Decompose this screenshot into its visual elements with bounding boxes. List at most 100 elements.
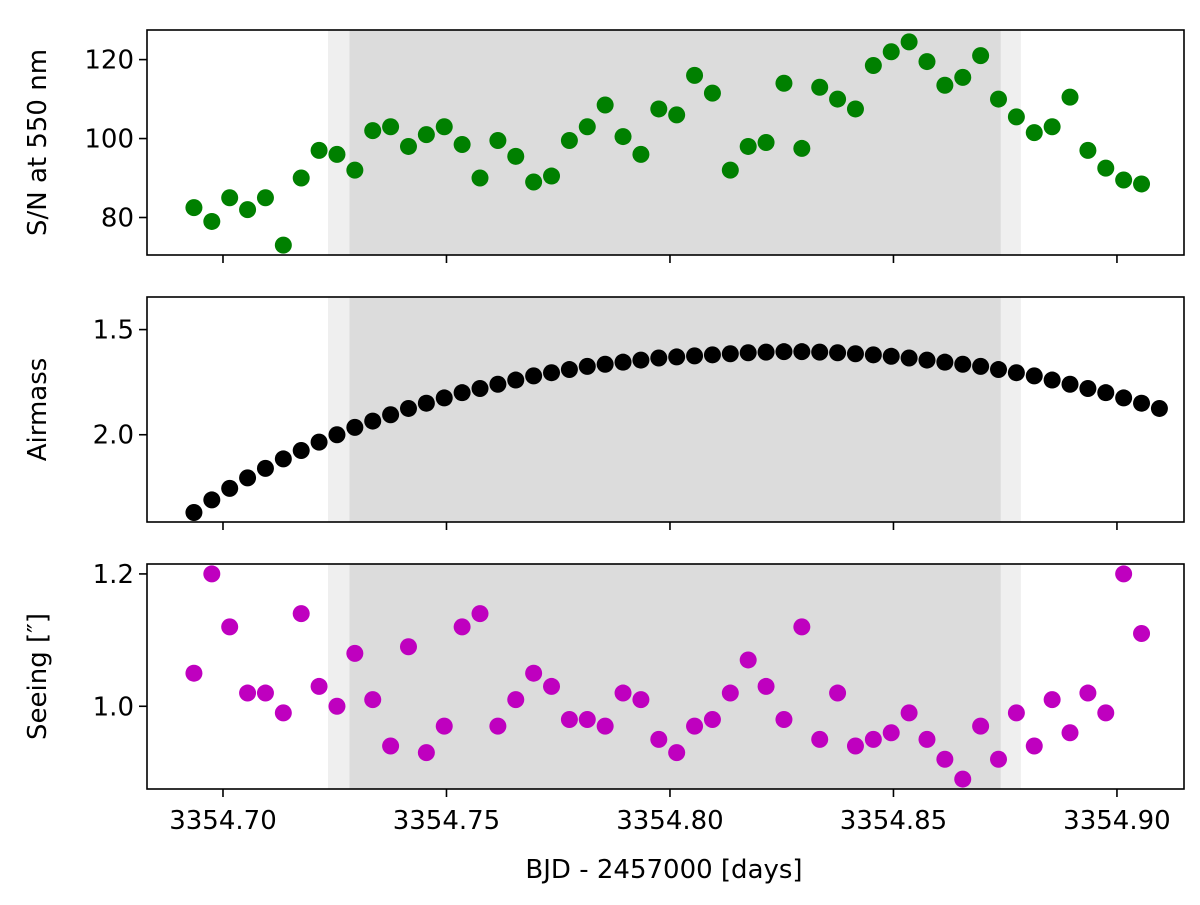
data-point — [185, 664, 203, 682]
data-point — [829, 90, 847, 108]
data-point — [310, 433, 328, 451]
data-point — [346, 418, 364, 436]
data-point — [900, 704, 918, 722]
data-point — [972, 47, 990, 65]
data-point — [793, 618, 811, 636]
data-point — [757, 343, 775, 361]
data-point — [686, 347, 704, 365]
data-point — [435, 118, 453, 136]
axes-frame — [146, 29, 1185, 256]
data-point — [882, 347, 900, 365]
data-point — [614, 128, 632, 146]
data-point — [1061, 724, 1079, 742]
data-point — [382, 406, 400, 424]
data-point — [417, 394, 435, 412]
x-tick-label: 3354.80 — [616, 806, 724, 836]
y-tick-label: 1.2 — [93, 560, 134, 590]
data-point — [900, 349, 918, 367]
y-axis-label: Airmass — [23, 358, 53, 462]
data-point — [739, 137, 757, 155]
data-point — [346, 161, 364, 179]
data-point — [417, 744, 435, 762]
data-point — [686, 717, 704, 735]
data-point — [829, 684, 847, 702]
data-point — [954, 68, 972, 86]
data-point — [596, 355, 614, 373]
data-point — [221, 618, 239, 636]
data-point — [489, 375, 507, 393]
data-point — [721, 345, 739, 363]
data-point — [507, 371, 525, 389]
data-point — [1133, 394, 1151, 412]
data-point — [292, 605, 310, 623]
data-point — [578, 118, 596, 136]
data-point — [382, 118, 400, 136]
data-point — [239, 469, 257, 487]
data-point — [346, 644, 364, 662]
data-point — [596, 717, 614, 735]
data-point — [274, 450, 292, 468]
data-point — [364, 122, 382, 140]
data-point — [525, 367, 543, 385]
data-point — [239, 201, 257, 219]
data-point — [471, 379, 489, 397]
data-point — [793, 139, 811, 157]
data-point — [846, 100, 864, 118]
data-point — [507, 691, 525, 709]
data-point — [543, 677, 561, 695]
y-tick-label: 2.0 — [93, 421, 134, 451]
panels-layer: 80 100 120 S/N at 550 nm 1.5 2.0 Airmass 1.0 1.2… — [23, 29, 1185, 836]
data-point — [668, 106, 686, 124]
data-point — [1115, 171, 1133, 189]
data-point — [775, 343, 793, 361]
data-point — [471, 605, 489, 623]
data-point — [185, 504, 203, 522]
data-point — [1007, 364, 1025, 382]
axes-frame — [146, 296, 1185, 523]
data-point — [703, 84, 721, 102]
data-point — [203, 212, 221, 230]
data-point — [239, 684, 257, 702]
data-point — [292, 442, 310, 460]
data-point — [256, 459, 274, 477]
data-point — [936, 353, 954, 371]
data-point — [882, 724, 900, 742]
data-point — [1007, 108, 1025, 126]
shaded-region-2 — [349, 30, 1001, 255]
data-point — [328, 697, 346, 715]
data-point — [489, 132, 507, 150]
data-point — [399, 638, 417, 656]
data-point — [739, 651, 757, 669]
y-tick-label: 1.5 — [93, 316, 134, 346]
data-point — [256, 189, 274, 207]
data-point — [829, 344, 847, 362]
shaded-region-2 — [349, 297, 1001, 522]
data-point — [972, 717, 990, 735]
data-point — [811, 730, 829, 748]
data-point — [686, 66, 704, 84]
data-point — [203, 491, 221, 509]
y-tick-label: 100 — [84, 125, 134, 155]
data-point — [1079, 141, 1097, 159]
data-point — [274, 704, 292, 722]
data-point — [328, 145, 346, 163]
data-point — [1133, 624, 1151, 642]
x-tick-label: 3354.75 — [393, 806, 501, 836]
data-point — [990, 361, 1008, 379]
data-point — [650, 730, 668, 748]
data-point — [578, 357, 596, 375]
data-point — [1043, 691, 1061, 709]
data-point — [775, 74, 793, 92]
data-point — [364, 691, 382, 709]
data-point — [757, 134, 775, 151]
x-tick-label: 3354.85 — [840, 806, 948, 836]
data-point — [775, 711, 793, 729]
data-point — [757, 677, 775, 695]
data-point — [918, 351, 936, 369]
data-point — [328, 426, 346, 444]
data-point — [560, 132, 578, 150]
data-point — [435, 717, 453, 735]
data-point — [936, 750, 954, 768]
data-point — [489, 717, 507, 735]
data-point — [1115, 565, 1133, 583]
